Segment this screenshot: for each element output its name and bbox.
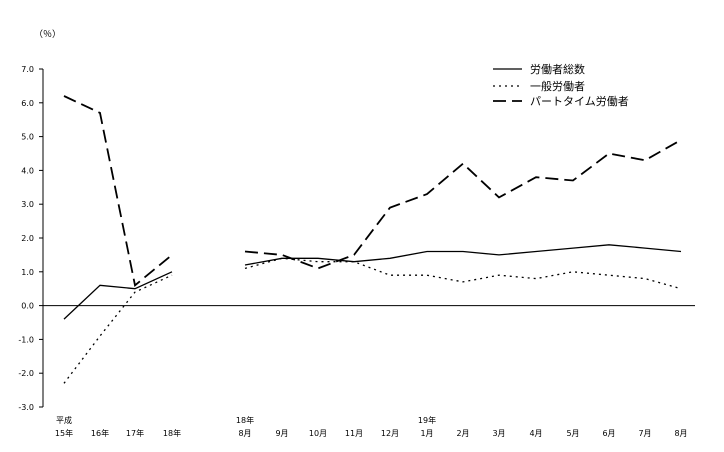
series-lines [63, 95, 682, 384]
y-tick-label: 7.0 [21, 65, 34, 74]
y-tick-label: 0.0 [21, 302, 34, 311]
x-tick-label: 11月 [345, 429, 363, 438]
y-axis-unit-label: （％） [34, 29, 61, 40]
legend-label: 一般労働者 [530, 79, 585, 93]
x-tick-label: 3月 [492, 429, 505, 438]
x-tick-label: 7月 [638, 429, 651, 438]
x-tick-label: 15年 [55, 428, 73, 438]
x-tick-label: 4月 [529, 429, 542, 438]
series-line-2 [244, 257, 682, 290]
x-tick-label: 12月 [381, 429, 399, 438]
x-tick-label: 9月 [275, 429, 288, 438]
legend-label: パートタイム労働者 [530, 94, 629, 108]
y-tick-label: -1.0 [18, 335, 34, 344]
series-line-1 [63, 271, 173, 320]
x-tick-label: 6月 [602, 429, 615, 438]
x-tick-year-label: 平成 [56, 415, 72, 425]
axes [42, 69, 695, 407]
y-tick-label: 3.0 [21, 200, 34, 209]
x-ticks: 平成 15年 16年 17年 18年 18年 8月 9月 10月 11月 12月 19年 1月 2月 3月 4… [55, 415, 688, 438]
series-line-1 [244, 244, 682, 266]
x-tick-label: 10月 [309, 429, 327, 438]
y-tick-label: -3.0 [18, 403, 34, 412]
legend-label: 労働者総数 [530, 62, 585, 76]
y-tick-label: -2.0 [18, 369, 34, 378]
y-tick-label: 1.0 [21, 268, 34, 277]
x-tick-label: 1月 [420, 429, 433, 438]
series-line-2 [63, 274, 173, 384]
series-line-3 [244, 139, 682, 270]
y-tick-label: 2.0 [21, 234, 34, 243]
y-tick-label: 6.0 [21, 99, 34, 108]
x-tick-label: 2月 [456, 429, 469, 438]
x-tick-label: 5月 [566, 429, 579, 438]
x-tick-label: 8月 [238, 429, 251, 438]
y-tick-label: 5.0 [21, 133, 34, 142]
x-tick-label: 8月 [674, 429, 687, 438]
y-ticks: 7.0 6.0 5.0 4.0 3.0 2.0 1.0 0.0 -1.0 -2.0 -3.0 [18, 65, 43, 412]
x-tick-label: 17年 [126, 428, 144, 438]
y-tick-label: 4.0 [21, 166, 34, 175]
x-tick-label: 16年 [91, 428, 109, 438]
x-tick-year-label: 19年 [418, 415, 436, 425]
x-tick-label: 18年 [163, 428, 181, 438]
series-line-3 [63, 95, 173, 287]
x-tick-year-label: 18年 [236, 415, 254, 425]
